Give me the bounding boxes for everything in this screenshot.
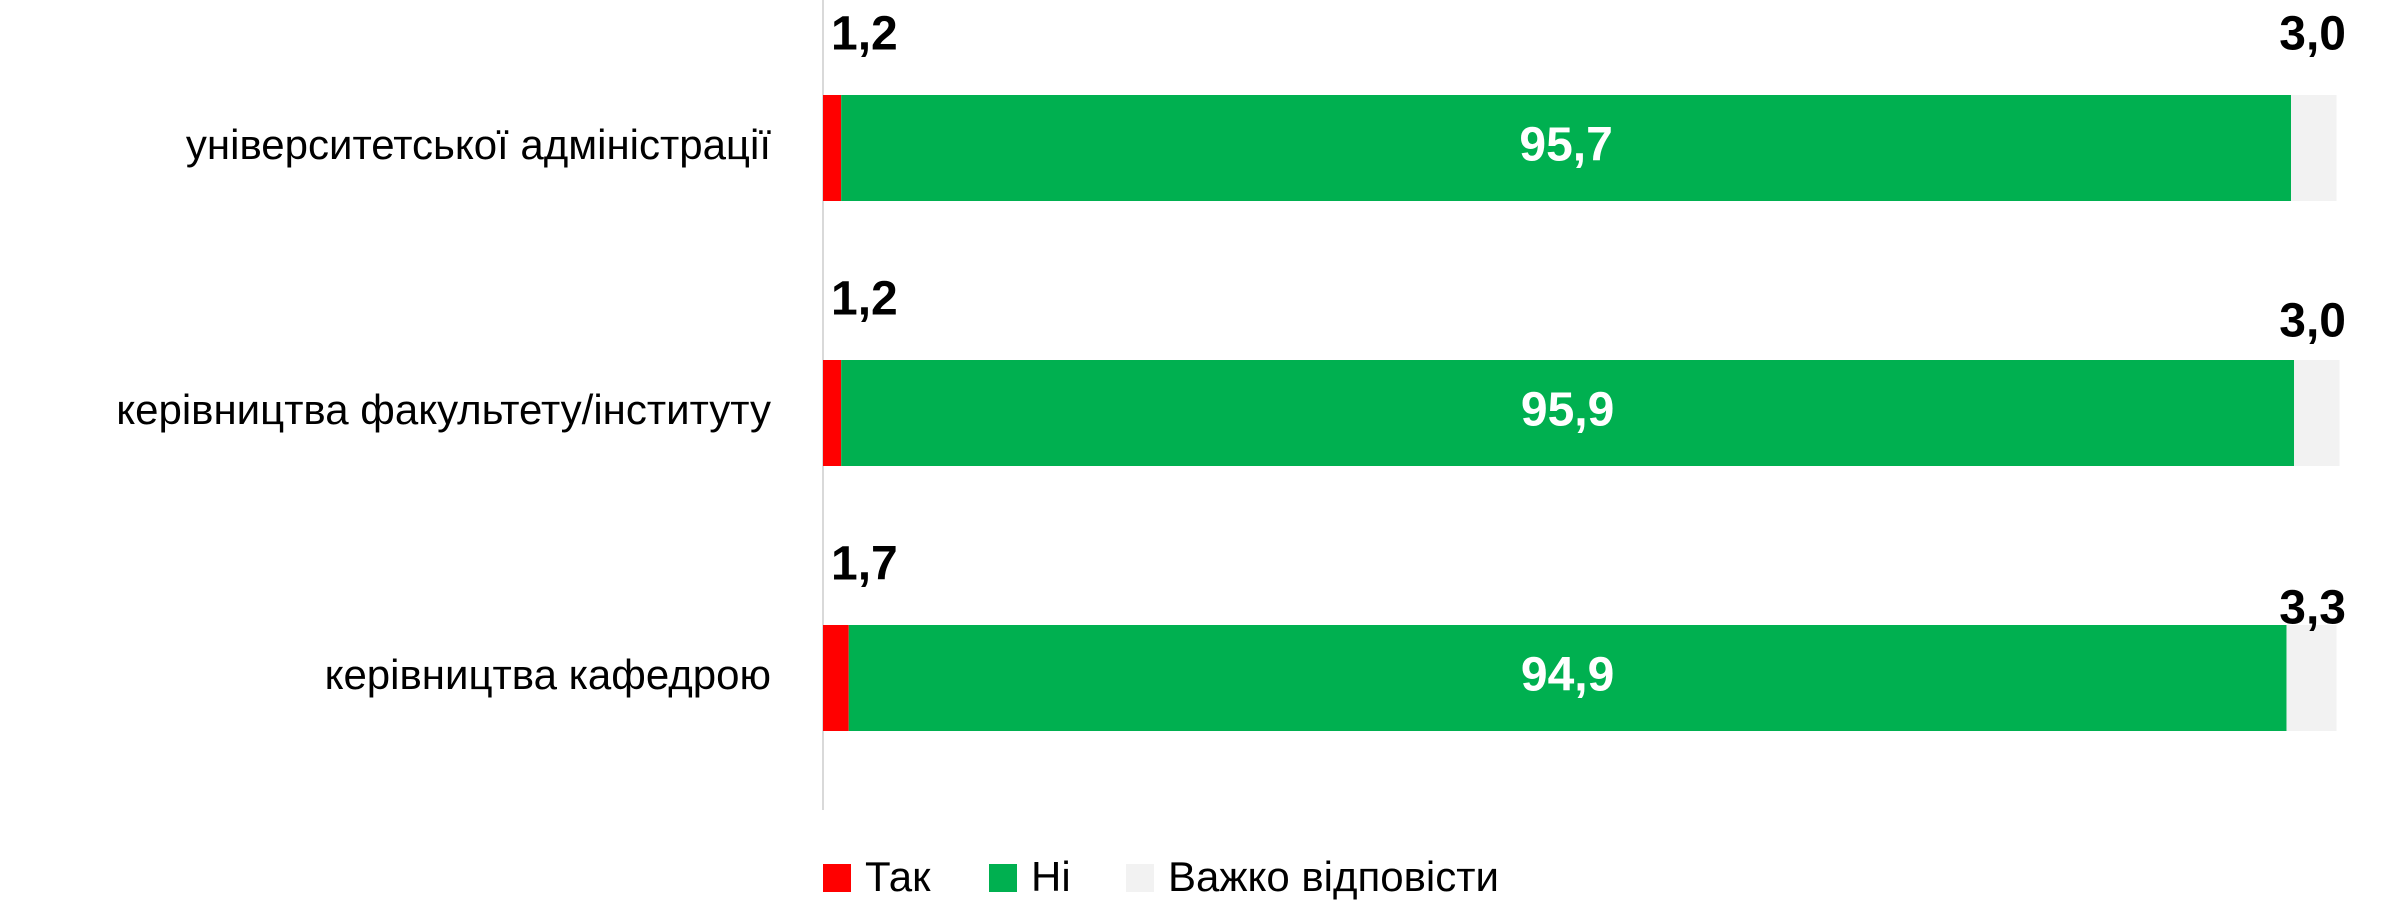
legend-swatch xyxy=(989,864,1017,892)
category-label: керівництва факультету/інституту xyxy=(116,386,771,433)
category-label: університетської адміністрації xyxy=(186,121,771,168)
legend-label: Важко відповісти xyxy=(1168,853,1499,900)
bar-segment xyxy=(823,625,849,731)
bar-segment xyxy=(2291,95,2337,201)
bar-segment xyxy=(2286,625,2337,731)
legend-label: Так xyxy=(865,853,931,900)
legend-swatch xyxy=(823,864,851,892)
data-label: 95,7 xyxy=(1519,119,1612,172)
data-label: 94,9 xyxy=(1521,649,1614,702)
bar-segment xyxy=(841,360,2295,466)
bar-segment xyxy=(823,95,842,201)
data-label: 1,2 xyxy=(831,273,898,326)
data-label: 3,0 xyxy=(2279,295,2346,348)
bar-segment xyxy=(848,625,2287,731)
data-label: 1,7 xyxy=(831,538,898,591)
bar-segment xyxy=(823,360,842,466)
data-label: 1,2 xyxy=(831,8,898,61)
legend-label: Ні xyxy=(1031,853,1071,900)
legend-swatch xyxy=(1126,864,1154,892)
bar-segment xyxy=(841,95,2292,201)
data-label: 95,9 xyxy=(1521,384,1614,437)
data-label: 3,3 xyxy=(2279,582,2346,635)
bar-segment xyxy=(2294,360,2340,466)
data-label: 3,0 xyxy=(2279,8,2346,61)
category-label: керівництва кафедрою xyxy=(325,651,771,698)
